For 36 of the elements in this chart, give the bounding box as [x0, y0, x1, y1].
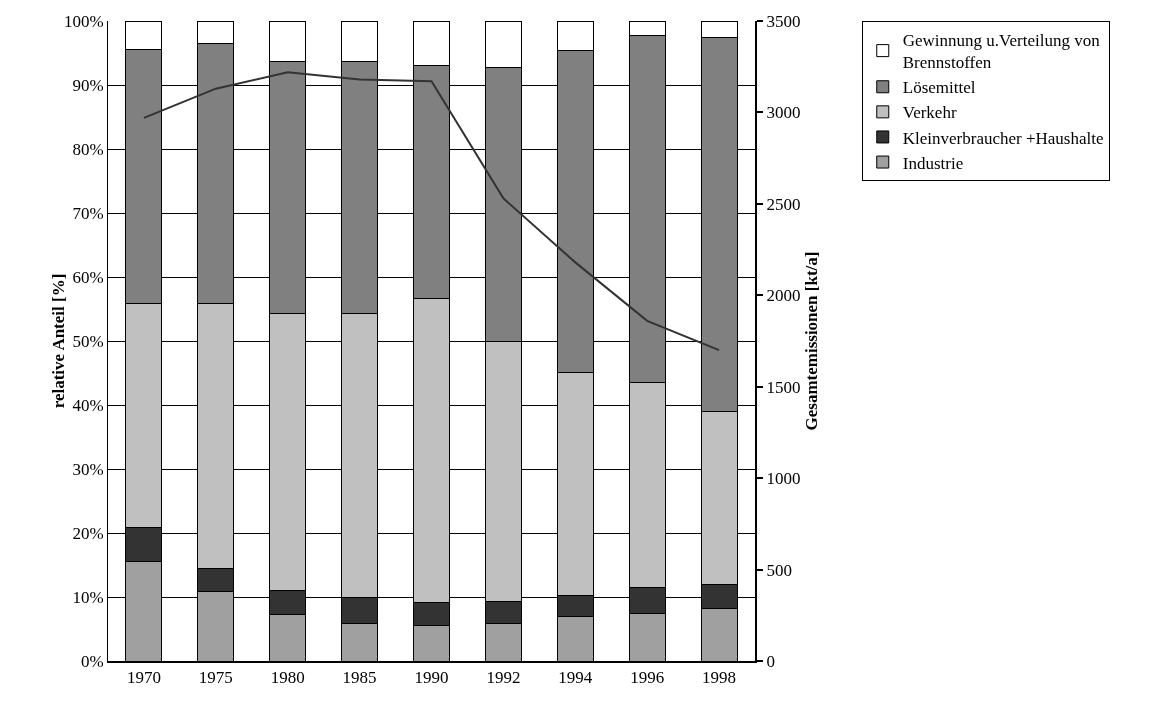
x-tick-label: 1996: [630, 668, 665, 688]
y2-tick-label: 1000: [766, 469, 801, 489]
y-tick-label: 0%: [80, 651, 104, 671]
y2-tick-label: 500: [766, 560, 792, 580]
legend-label: Kleinverbraucher +Haushalte: [902, 128, 1104, 148]
y2-axis-title: Gesamtemissionen [kt/a]: [802, 251, 822, 431]
x-tick-label: 1985: [342, 668, 377, 688]
legend-label: Gewinnung u.Verteilung von Brennstoffen: [902, 31, 1101, 73]
y2-tick-label: 1500: [766, 377, 801, 397]
y-tick-label: 90%: [72, 75, 104, 95]
line-series: [142, 71, 721, 352]
y-tick-label: 60%: [72, 267, 104, 287]
y-axis-title: relative Anteil [%]: [49, 273, 68, 409]
legend-label: Industrie: [902, 153, 964, 173]
y2-tick-label: 3000: [766, 103, 801, 123]
y2-tick-label: 0: [766, 651, 775, 671]
legend-label: Verkehr: [902, 103, 957, 123]
y2-tick-label: 3500: [766, 11, 801, 31]
y-tick-label: 10%: [72, 587, 104, 607]
y-tick-label: 40%: [72, 395, 104, 415]
x-tick-label: 1980: [270, 668, 305, 688]
y2-tick-label: 2500: [766, 194, 801, 214]
x-tick-label: 1992: [486, 668, 521, 688]
x-tick-label: 1990: [414, 668, 449, 688]
y2-tick-label: 2000: [766, 286, 801, 306]
y-tick-label: 80%: [72, 139, 104, 159]
y-tick-label: 50%: [72, 331, 104, 351]
x-tick-label: 1998: [702, 668, 737, 688]
legend-label: Lösemittel: [902, 78, 976, 98]
y-tick-label: 70%: [72, 203, 104, 223]
x-tick-label: 1970: [126, 668, 161, 688]
x-tick-label: 1975: [198, 668, 233, 688]
y-tick-label: 20%: [72, 523, 104, 543]
y-tick-label: 30%: [72, 459, 104, 479]
y-tick-label: 100%: [63, 11, 104, 31]
x-tick-label: 1994: [558, 668, 593, 688]
